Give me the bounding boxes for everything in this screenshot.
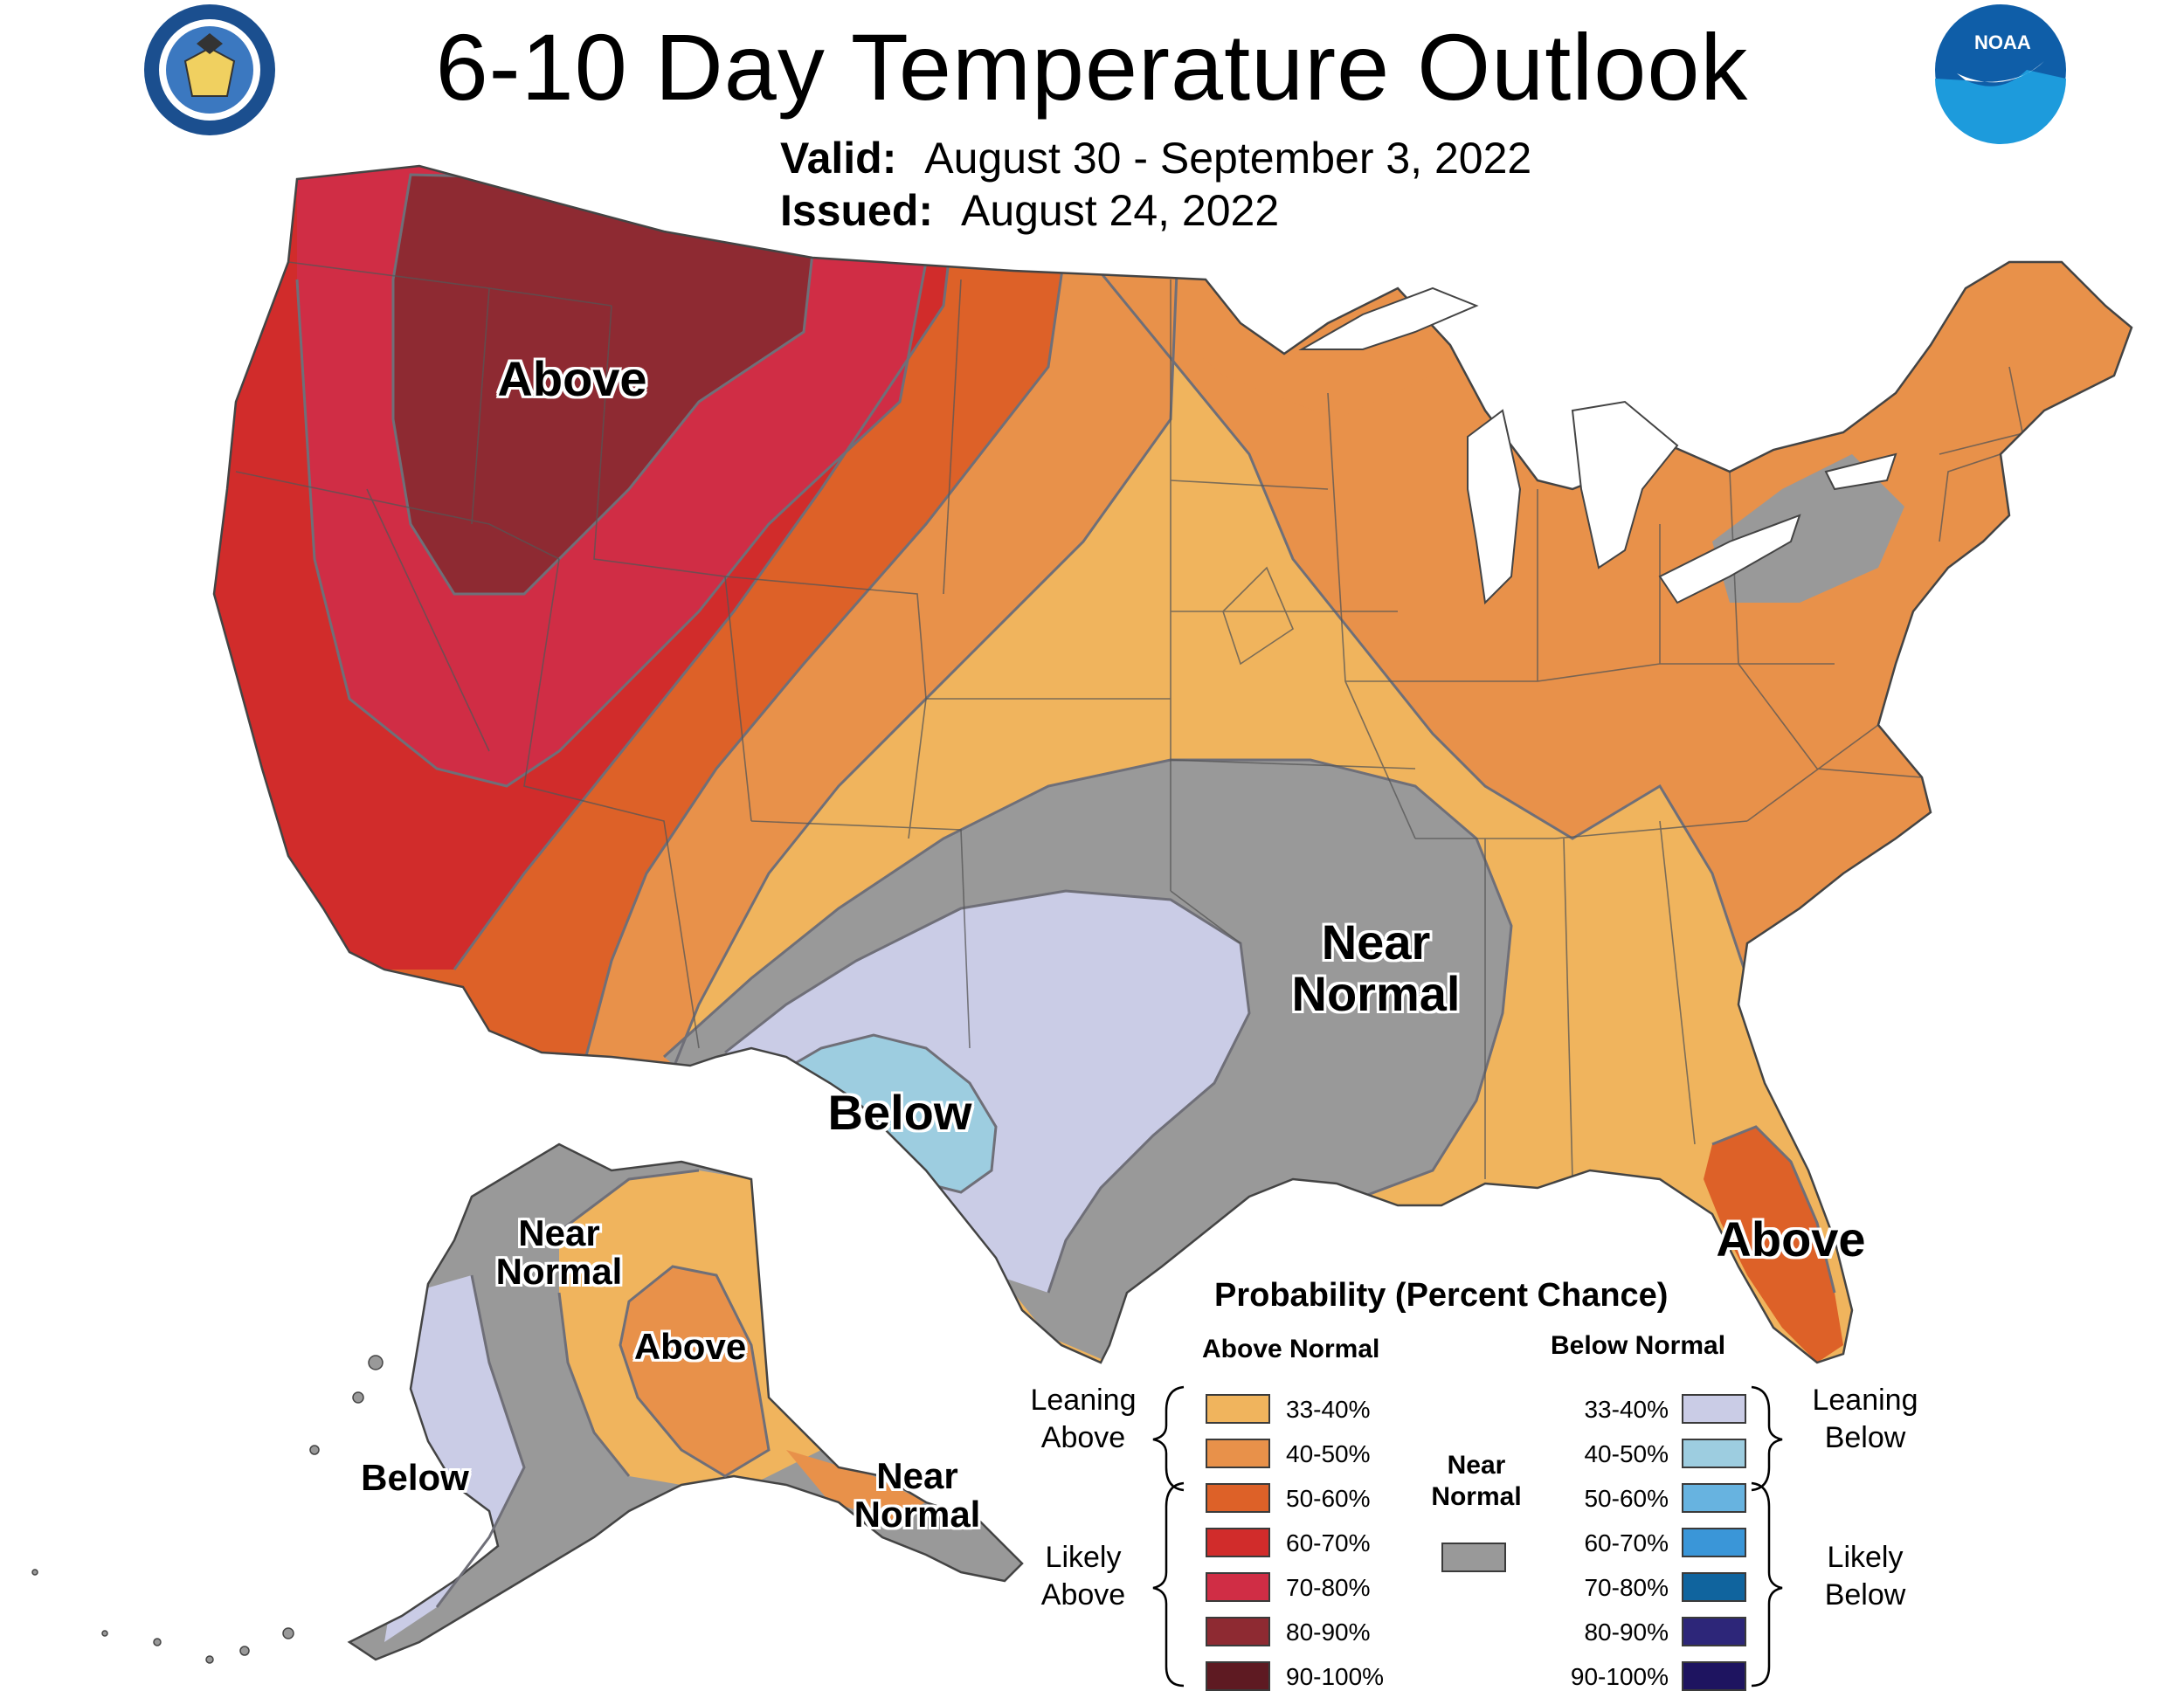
region-label-florida: Above — [1716, 1211, 1866, 1267]
legend-below-swatch — [1682, 1572, 1746, 1602]
legend-above-swatch — [1206, 1528, 1270, 1557]
region-label-alaska-west: Below — [361, 1457, 469, 1498]
legend-above-percent: 80-90% — [1286, 1619, 1371, 1646]
legend-above-swatch — [1206, 1483, 1270, 1513]
region-label-alaska-interior: Above — [633, 1326, 747, 1367]
legend-below-percent: 80-90% — [1584, 1619, 1669, 1646]
legend-below-swatch — [1682, 1661, 1746, 1691]
legend-above-swatch — [1206, 1394, 1270, 1424]
legend-leaning-below: Leaning Below — [1812, 1384, 1918, 1454]
valid-value: August 30 - September 3, 2022 — [924, 134, 1532, 183]
legend-below-percent: 50-60% — [1584, 1485, 1669, 1512]
region-label-south-central: Below — [827, 1085, 972, 1140]
noaa-logo — [1935, 4, 2066, 144]
legend-above-percent: 40-50% — [1286, 1440, 1371, 1467]
legend-above-swatch — [1206, 1572, 1270, 1602]
legend-below-percent: 70-80% — [1584, 1574, 1669, 1601]
legend-above-swatch — [1206, 1439, 1270, 1468]
legend-below-percent: 60-70% — [1584, 1529, 1669, 1556]
legend-below-percent: 33-40% — [1584, 1396, 1669, 1423]
legend-below-header: Below Normal — [1551, 1331, 1726, 1360]
issued-label: Issued: — [780, 186, 934, 235]
legend-below-swatch — [1682, 1483, 1746, 1513]
legend-below-swatch — [1682, 1528, 1746, 1557]
region-label-alaska-west-near: Near Normal — [495, 1212, 623, 1293]
legend-likely-below: Likely Below — [1824, 1541, 1906, 1612]
legend-leaning-above: Leaning Above — [1030, 1384, 1137, 1454]
legend-above-percent: 50-60% — [1286, 1485, 1371, 1512]
legend-below-swatch — [1682, 1439, 1746, 1468]
great-lakes — [1298, 286, 1897, 605]
legend-above-swatch — [1206, 1661, 1270, 1691]
page-title: 6-10 Day Temperature Outlook — [435, 14, 1749, 120]
legend-below-swatch — [1682, 1394, 1746, 1424]
legend-above-percent: 33-40% — [1286, 1396, 1371, 1423]
legend-above-swatch — [1206, 1617, 1270, 1646]
legend-likely-above: Likely Above — [1040, 1541, 1126, 1612]
issued-value: August 24, 2022 — [960, 186, 1280, 235]
legend-below-percent: 40-50% — [1584, 1440, 1669, 1467]
legend-below-percent: 90-100% — [1570, 1663, 1669, 1690]
issued-row: Issued: August 24, 2022 — [780, 185, 1279, 236]
department-of-commerce-seal — [144, 4, 275, 135]
legend-title: Probability (Percent Chance) — [1214, 1277, 1669, 1314]
region-label-mid-south: Near Normal — [1291, 915, 1461, 1021]
region-label-northwest: Above — [497, 351, 647, 406]
valid-row: Valid: August 30 - September 3, 2022 — [780, 133, 1531, 183]
noaa-logo-text: NOAA — [1974, 31, 2031, 53]
legend-below-swatch — [1682, 1617, 1746, 1646]
region-label-alaska-southeast: Near Normal — [854, 1455, 981, 1536]
valid-label: Valid: — [780, 134, 897, 183]
legend-near-normal-swatch — [1441, 1543, 1506, 1572]
legend-above-header: Above Normal — [1202, 1335, 1380, 1363]
legend-above-percent: 90-100% — [1286, 1663, 1385, 1690]
legend-above-percent: 60-70% — [1286, 1529, 1371, 1556]
legend-near-normal-label: Near Normal — [1431, 1451, 1522, 1511]
legend-above-percent: 70-80% — [1286, 1574, 1371, 1601]
